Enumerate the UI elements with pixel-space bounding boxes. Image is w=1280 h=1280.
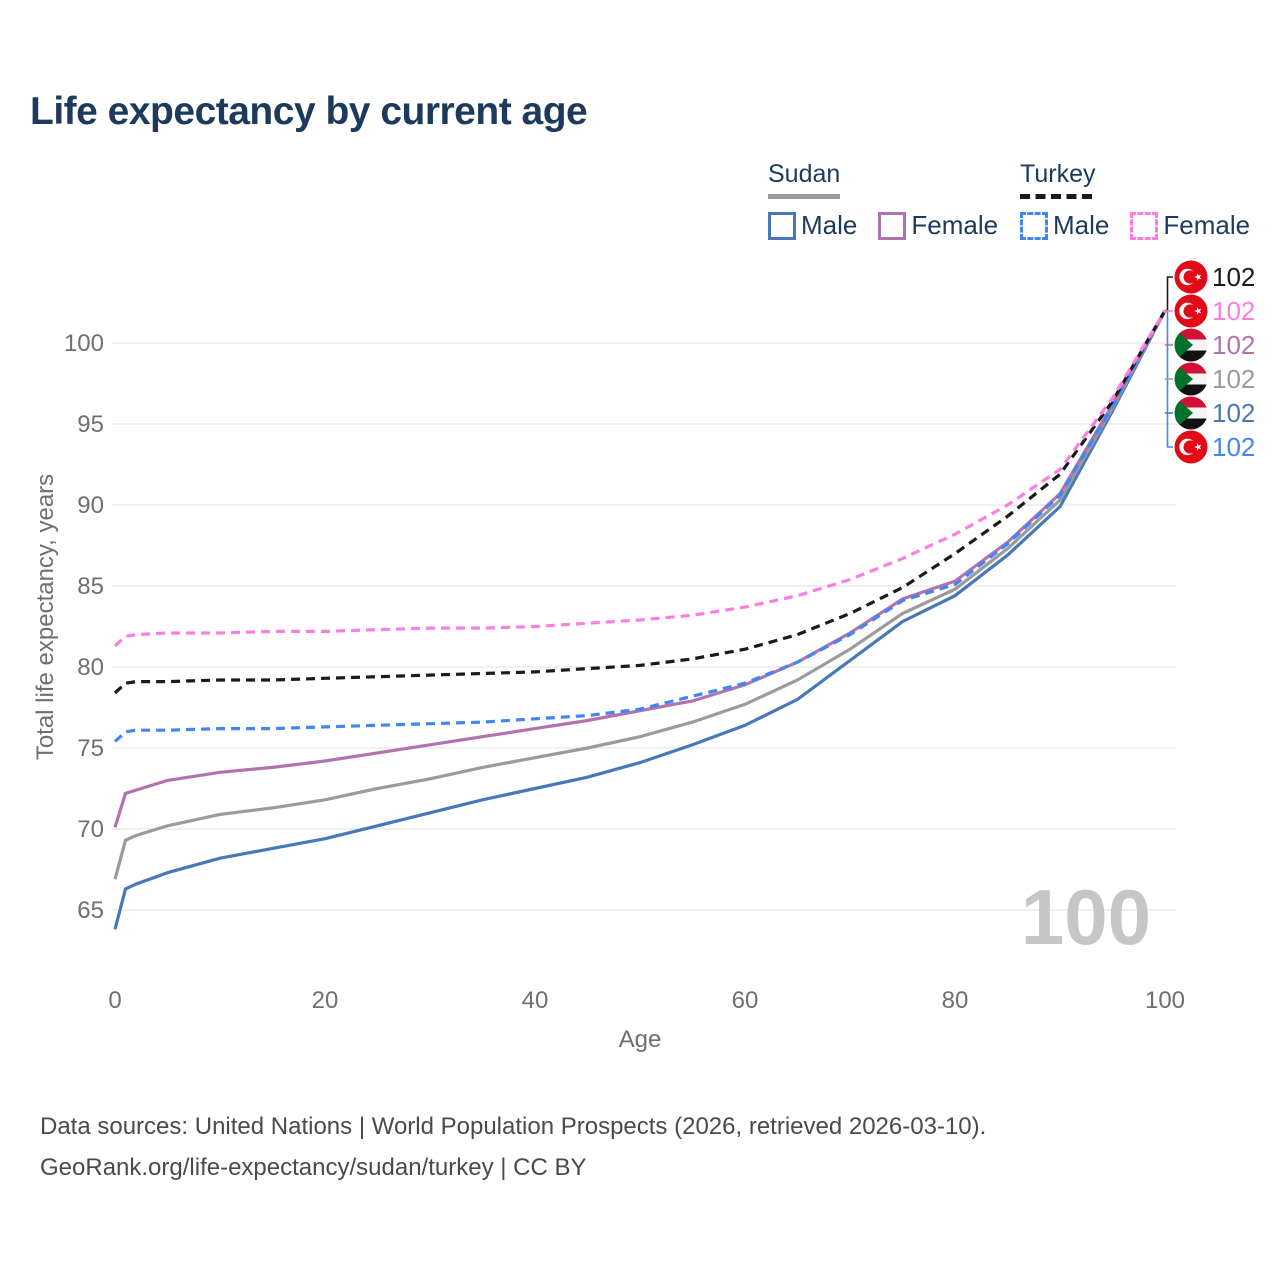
legend-country-sudan: Sudan <box>768 160 840 199</box>
legend-group-sudan: Sudan Male Female <box>768 160 1019 241</box>
flag-icon-sudan <box>1174 362 1208 396</box>
band-black <box>1174 384 1208 396</box>
series-line-turkey-female <box>113 309 1167 648</box>
flag-icon-turkey <box>1174 294 1208 328</box>
series-line-sudan-female <box>113 309 1167 828</box>
turkey-linestyle-swatch <box>1020 194 1092 199</box>
crescent-inner <box>1183 440 1197 454</box>
sudan-male-swatch <box>768 211 796 240</box>
data-sources-line: Data sources: United Nations | World Pop… <box>40 1113 987 1140</box>
end-value-label: 102 <box>1212 398 1255 428</box>
end-value-label: 102 <box>1212 330 1255 360</box>
leader-line-top <box>1165 276 1173 312</box>
turkey-female-swatch <box>1130 211 1159 240</box>
legend-country-label: Sudan <box>768 160 841 188</box>
band-red <box>1174 396 1208 408</box>
star <box>1194 443 1202 451</box>
end-value-label: 102 <box>1212 262 1255 292</box>
flag-icon-sudan <box>1174 328 1208 362</box>
sudan-flag-bands <box>1174 396 1208 430</box>
axis-tick-labels: 65 70 75 80 85 90 95 100 0 20 40 60 80 100 <box>64 330 1185 1014</box>
band-red <box>1174 362 1208 374</box>
series-line-turkey-both-sexes <box>113 309 1167 695</box>
band-black <box>1174 418 1208 430</box>
legend-country-label: Turkey <box>1020 160 1096 188</box>
footer-attribution: Data sources: United Nations | World Pop… <box>40 1106 986 1188</box>
sudan-linestyle-swatch <box>768 194 840 199</box>
leader-line-bottom <box>1166 310 1173 448</box>
legend-item-sudan-male[interactable]: Male <box>768 210 857 241</box>
x-tick-label: 0 <box>108 987 121 1014</box>
end-value-label: 102 <box>1212 296 1255 326</box>
series-lines <box>113 309 1167 930</box>
legend-item-sudan-female[interactable]: Female <box>878 210 998 241</box>
triangle-green <box>1174 362 1193 396</box>
x-tick-label: 80 <box>942 987 969 1014</box>
legend-item-turkey-male[interactable]: Male <box>1020 210 1109 241</box>
triangle-green <box>1174 328 1193 362</box>
y-tick-label: 90 <box>77 492 104 519</box>
legend-group-turkey: Turkey Male Female <box>1020 160 1271 241</box>
leader-lines <box>1165 276 1173 448</box>
age-watermark: 100 <box>1021 873 1151 961</box>
flag-end-labels: 102 102 102 102 102 102 <box>1174 260 1255 464</box>
x-tick-label: 60 <box>732 987 759 1014</box>
sudan-flag-bands <box>1174 328 1208 362</box>
x-axis-title: Age <box>618 1026 662 1053</box>
star <box>1194 307 1202 315</box>
sudan-female-swatch <box>878 211 907 240</box>
legend-item-label: Female <box>911 210 999 240</box>
triangle-green <box>1174 396 1193 430</box>
series-line-turkey-male <box>113 309 1167 743</box>
y-tick-label: 65 <box>77 897 104 924</box>
end-value-label: 102 <box>1212 364 1255 394</box>
y-tick-label: 100 <box>64 330 104 357</box>
legend-item-turkey-female[interactable]: Female <box>1130 210 1250 241</box>
gridlines <box>112 342 1176 911</box>
x-tick-label: 40 <box>522 987 549 1014</box>
turkey-male-swatch <box>1020 211 1048 240</box>
flag-icon-sudan <box>1174 396 1208 430</box>
age-watermark-group: 100 <box>1021 873 1151 961</box>
series-line-sudan-both-sexes <box>113 309 1167 880</box>
crescent-inner <box>1183 270 1197 284</box>
x-tick-label: 100 <box>1145 987 1185 1014</box>
crescent-inner <box>1183 304 1197 318</box>
y-tick-label: 85 <box>77 573 104 600</box>
y-tick-label: 95 <box>77 411 104 438</box>
y-tick-label: 75 <box>77 735 104 762</box>
series-line-sudan-male <box>113 309 1167 930</box>
flag-icon-turkey <box>1174 430 1208 464</box>
band-black <box>1174 350 1208 362</box>
sudan-flag-bands <box>1174 362 1208 396</box>
flag-icon-turkey <box>1174 260 1208 294</box>
license-line: GeoRank.org/life-expectancy/sudan/turkey… <box>40 1154 587 1181</box>
y-tick-label: 80 <box>77 654 104 681</box>
legend-item-label: Female <box>1163 210 1251 240</box>
star <box>1194 273 1202 281</box>
band-red <box>1174 328 1208 340</box>
y-axis-title: Total life expectancy, years <box>32 473 59 761</box>
legend-country-turkey: Turkey <box>1020 160 1095 199</box>
legend-item-label: Male <box>1053 210 1110 240</box>
legend-item-label: Male <box>801 210 858 240</box>
x-tick-label: 20 <box>312 987 339 1014</box>
y-tick-label: 70 <box>77 816 104 843</box>
end-value-label: 102 <box>1212 432 1255 462</box>
page-title: Life expectancy by current age <box>30 90 588 133</box>
